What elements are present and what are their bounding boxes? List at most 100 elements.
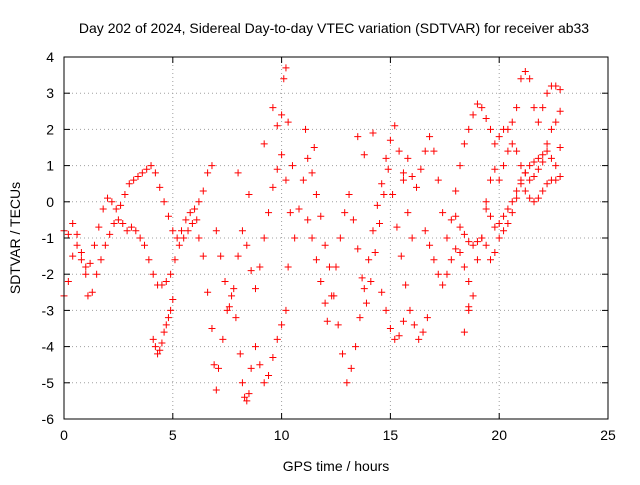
data-point — [526, 194, 534, 202]
data-point — [64, 230, 72, 238]
data-point — [465, 277, 473, 285]
data-point — [547, 154, 555, 162]
data-point — [169, 227, 177, 235]
data-point — [530, 172, 538, 180]
data-point — [426, 241, 434, 249]
data-point — [238, 227, 246, 235]
data-point — [513, 147, 521, 155]
data-point — [286, 209, 294, 217]
data-point — [317, 277, 325, 285]
data-point — [469, 292, 477, 300]
data-point — [443, 270, 451, 278]
data-point — [64, 277, 72, 285]
data-point — [178, 227, 186, 235]
data-point — [543, 89, 551, 97]
data-point — [410, 321, 418, 329]
data-point — [482, 115, 490, 123]
data-point — [73, 230, 81, 238]
y-tick-label: -2 — [42, 266, 55, 282]
data-point — [378, 288, 386, 296]
x-tick-label: 5 — [169, 427, 177, 443]
data-point — [386, 136, 394, 144]
data-point — [225, 303, 233, 311]
series-track-1 — [60, 162, 216, 300]
data-point — [486, 125, 494, 133]
data-point — [399, 317, 407, 325]
data-point — [88, 288, 96, 296]
data-point — [295, 205, 303, 213]
data-point — [256, 361, 264, 369]
data-point — [169, 296, 177, 304]
data-point — [491, 248, 499, 256]
data-point — [141, 241, 149, 249]
data-point — [482, 198, 490, 206]
data-point — [173, 234, 181, 242]
data-point — [73, 241, 81, 249]
data-point — [284, 118, 292, 126]
data-point — [408, 234, 416, 242]
data-point — [112, 205, 120, 213]
data-point — [101, 241, 109, 249]
data-point — [154, 350, 162, 358]
data-point — [460, 263, 468, 271]
data-point — [341, 209, 349, 217]
data-point — [397, 252, 405, 260]
data-point — [193, 216, 201, 224]
data-point — [395, 332, 403, 340]
data-point — [543, 180, 551, 188]
data-point — [256, 263, 264, 271]
data-point — [238, 379, 246, 387]
data-point — [404, 209, 412, 217]
data-point — [130, 176, 138, 184]
y-tick-label: -1 — [42, 230, 55, 246]
y-tick-label: 2 — [46, 121, 54, 137]
data-point — [167, 270, 175, 278]
y-tick-label: 4 — [46, 49, 54, 65]
data-point — [415, 335, 423, 343]
data-point — [219, 335, 227, 343]
series-track-7 — [304, 165, 431, 343]
data-point — [393, 223, 401, 231]
data-point — [269, 183, 277, 191]
x-tick-label: 0 — [60, 427, 68, 443]
data-point — [386, 325, 394, 332]
data-point — [184, 227, 192, 235]
data-point — [199, 187, 207, 195]
data-points — [60, 64, 564, 405]
data-point — [495, 133, 503, 141]
data-point — [162, 277, 170, 285]
data-point — [404, 154, 412, 162]
data-point — [552, 118, 560, 126]
data-point — [369, 129, 377, 137]
data-point — [460, 328, 468, 336]
data-point — [391, 122, 399, 130]
data-point — [208, 162, 216, 170]
data-point — [500, 162, 508, 170]
data-point — [134, 172, 142, 180]
chart-title: Day 202 of 2024, Sidereal Day-to-day VTE… — [79, 20, 589, 36]
data-point — [345, 191, 353, 199]
data-point — [486, 212, 494, 220]
data-point — [447, 216, 455, 224]
data-point — [460, 230, 468, 238]
data-point — [317, 212, 325, 220]
data-point — [539, 158, 547, 166]
data-point — [136, 234, 144, 242]
y-tick-label: 1 — [46, 158, 54, 174]
data-point — [210, 361, 218, 369]
data-point — [90, 241, 98, 249]
data-point — [121, 191, 129, 199]
data-point — [504, 220, 512, 228]
series-track-2 — [60, 216, 201, 300]
data-point — [513, 194, 521, 202]
data-point — [371, 248, 379, 256]
data-point — [347, 364, 355, 372]
data-point — [491, 165, 499, 173]
data-point — [282, 176, 290, 184]
data-point — [526, 162, 534, 170]
data-point — [395, 147, 403, 155]
data-point — [389, 191, 397, 199]
gridlines — [64, 57, 608, 419]
data-point — [77, 248, 85, 256]
